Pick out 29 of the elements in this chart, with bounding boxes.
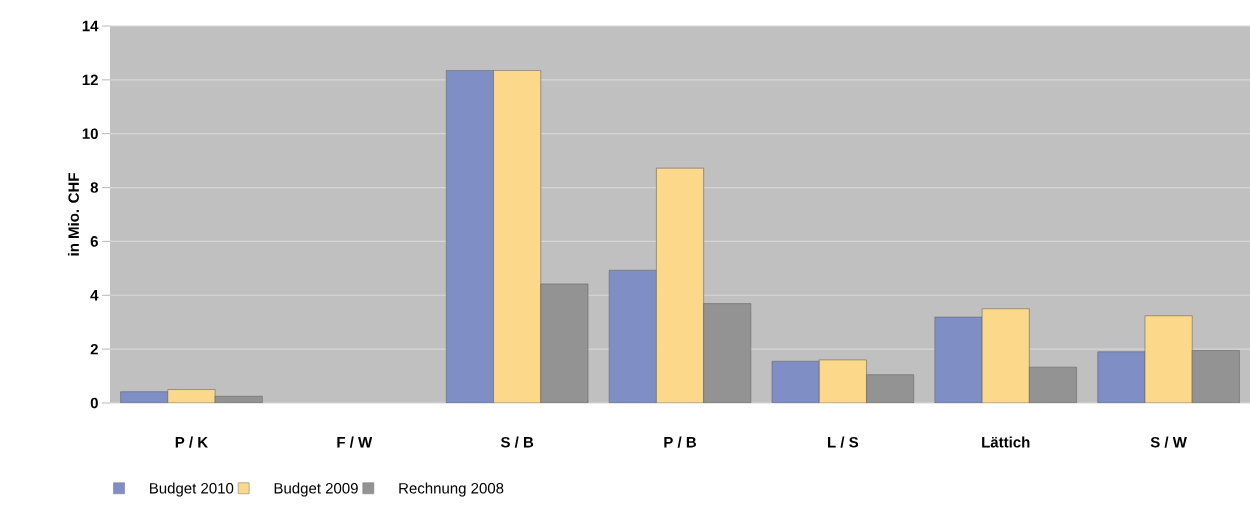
- bar: [1029, 366, 1077, 403]
- x-tick-label: F / W: [337, 436, 373, 448]
- x-tick-label: P / K: [175, 436, 208, 448]
- bar: [934, 316, 983, 403]
- bar: [446, 70, 494, 403]
- bar: [1097, 351, 1146, 403]
- x-tick-label: P / B: [664, 436, 696, 448]
- x-tick-label: L / S: [828, 436, 859, 448]
- y-axis-title: in Mio. CHF: [67, 173, 79, 256]
- y-tick-label: 12: [82, 74, 98, 86]
- x-tick-label: Lättich: [982, 436, 1030, 448]
- y-tick-label: 0: [90, 397, 98, 409]
- bar: [866, 374, 915, 403]
- x-tick-label: S / B: [500, 436, 534, 448]
- y-tick-label: 10: [82, 128, 98, 140]
- bar: [1191, 350, 1240, 403]
- y-tick-label: 8: [90, 182, 99, 193]
- y-tick-label: 2: [90, 343, 98, 355]
- bar: [703, 303, 752, 403]
- legend-label: Budget 2009: [274, 482, 358, 497]
- bar: [771, 360, 820, 403]
- x-tick-label: S / W: [1150, 436, 1187, 448]
- y-tick-label: 6: [90, 236, 98, 247]
- y-tick-label: 4: [90, 290, 99, 301]
- legend-label: Rechnung 2008: [399, 482, 504, 497]
- bar: [608, 269, 657, 403]
- bar: [540, 283, 589, 403]
- legend-label: Budget 2010: [150, 482, 234, 497]
- y-tick-label: 14: [82, 20, 99, 32]
